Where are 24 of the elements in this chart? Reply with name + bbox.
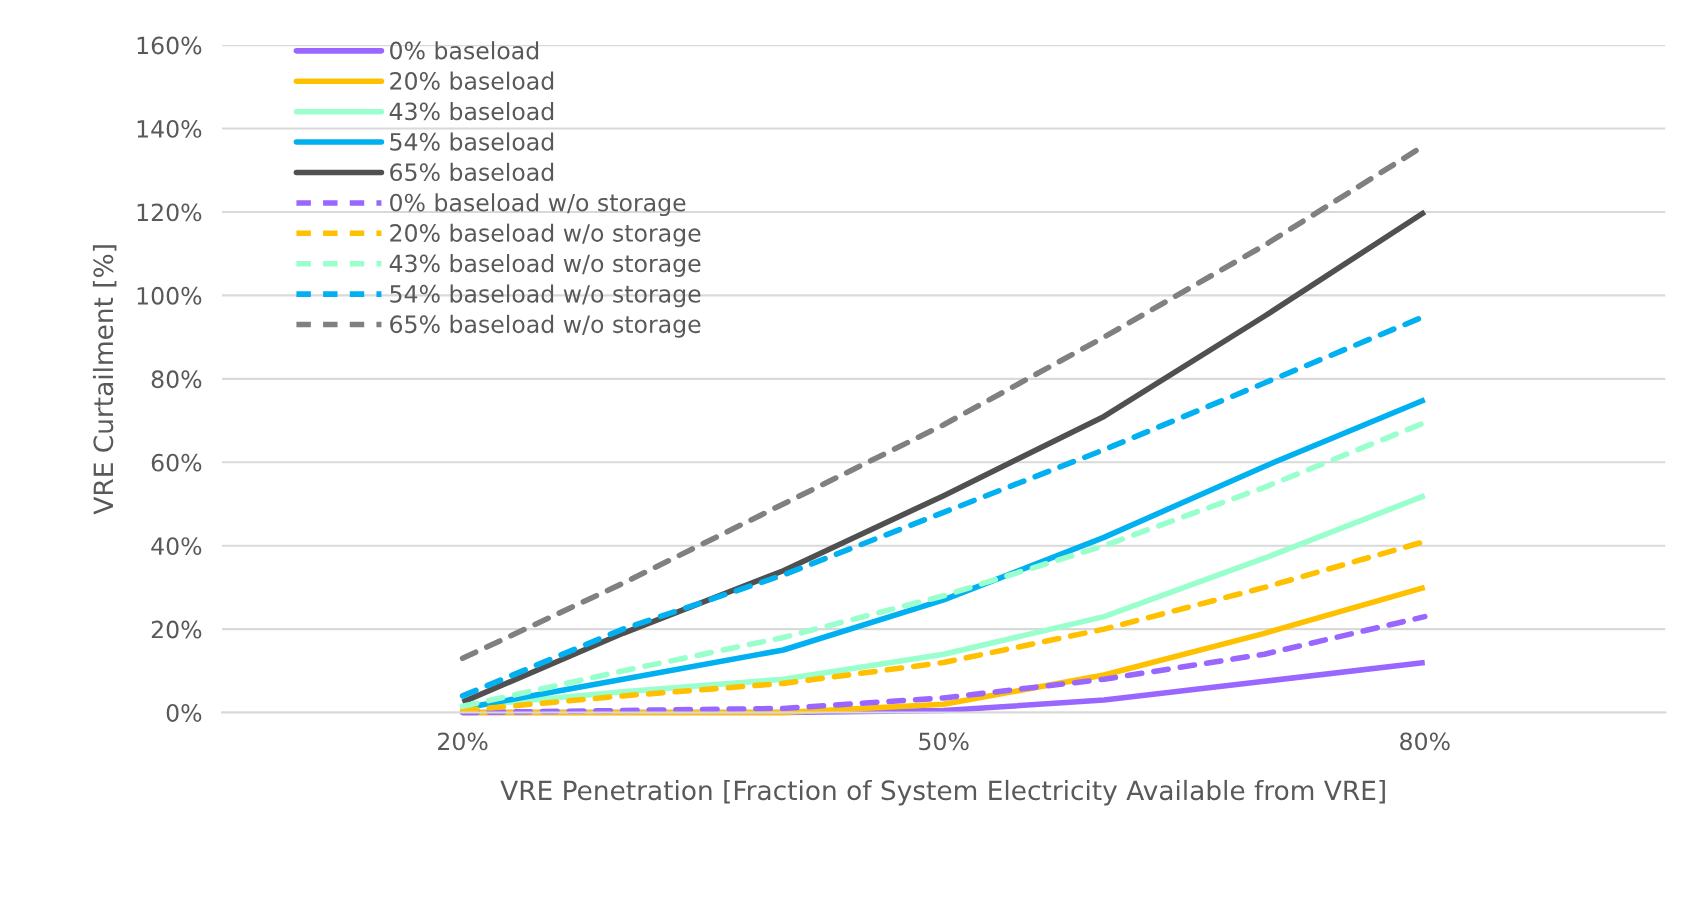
y-tick-label: 140% [137,119,202,138]
legend-label: 54% baseload [390,132,554,151]
legend-label: 20% baseload w/o storage [390,223,701,247]
legend-label: 0% baseload [390,41,539,60]
y-tick-label: 20% [151,620,202,639]
y-tick-label: 80% [151,370,202,389]
y-tick-label: 100% [137,286,202,305]
y-axis-title: VRE Curtailment [%] [92,245,117,515]
y-tick-label: 60% [151,453,202,472]
legend-label: 0% baseload w/o storage [390,193,686,217]
legend-label: 20% baseload [390,71,554,90]
legend-label: 65% baseload w/o storage [390,314,701,338]
x-tick-label: 80% [1400,732,1450,751]
y-tick-label: 0% [166,704,202,722]
legend-label: 54% baseload w/o storage [390,284,701,308]
y-tick-label: 40% [151,537,202,556]
y-tick-label: 120% [137,203,202,222]
y-tick-label: 160% [137,36,202,55]
legend-label: 43% baseload w/o storage [389,254,701,277]
x-axis-title: VRE Penetration [Fraction of System Electricity Available from VRE] [500,779,1385,806]
legend-label: 43% baseload [389,102,554,121]
legend-label: 65% baseload [390,162,554,182]
x-tick-label: 50% [919,732,969,751]
x-tick-label: 20% [438,732,488,751]
